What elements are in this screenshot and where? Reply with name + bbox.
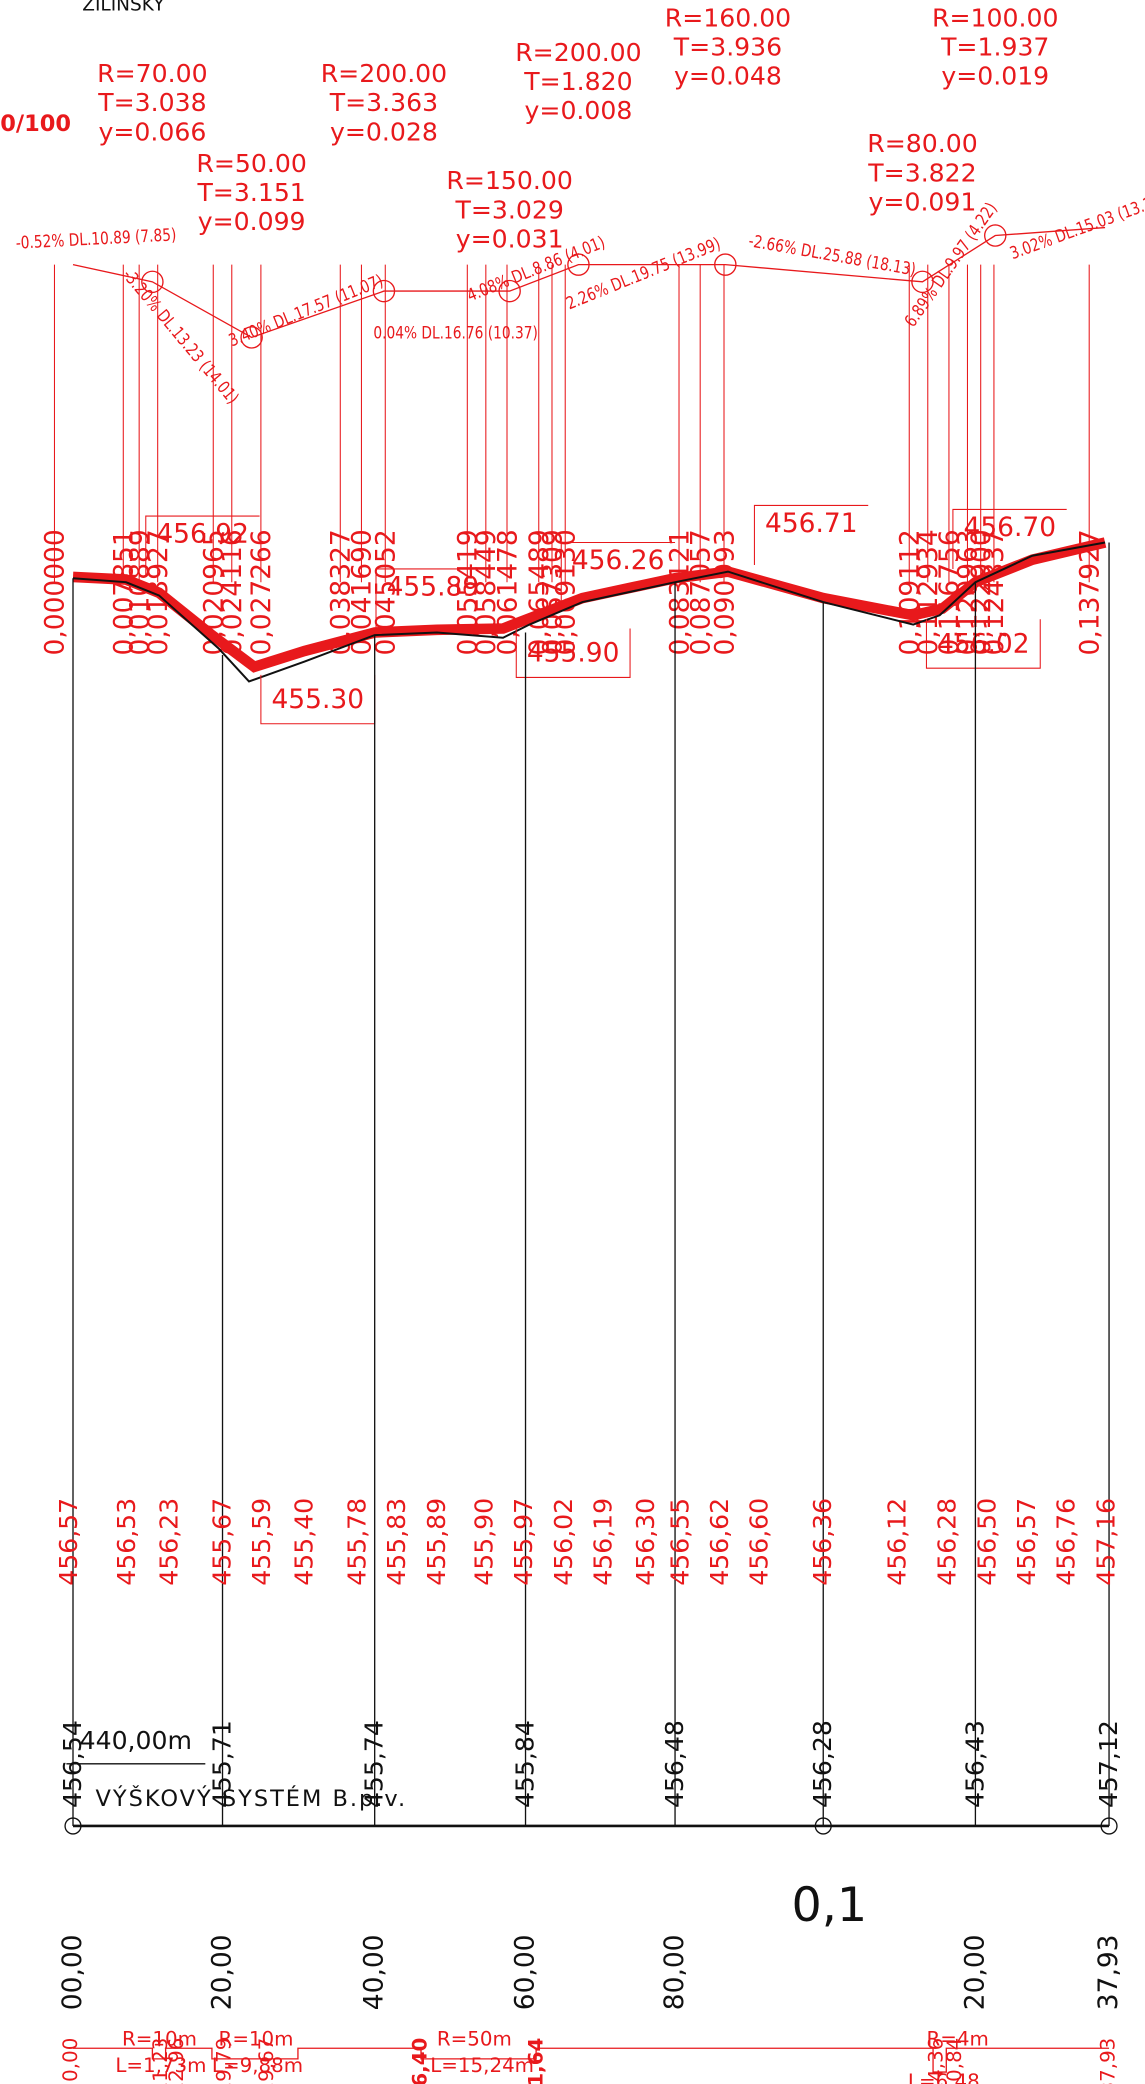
design-level: 455,83 bbox=[382, 1498, 411, 1586]
station-label: 00,00 bbox=[57, 1934, 88, 2010]
design-level: 456,50 bbox=[972, 1498, 1001, 1586]
terrain-level: 455,84 bbox=[510, 1720, 539, 1808]
station-label: 80,00 bbox=[659, 1934, 690, 2010]
design-level: 456,60 bbox=[745, 1498, 774, 1586]
design-level: 456,28 bbox=[933, 1498, 962, 1586]
design-level: 456,36 bbox=[808, 1498, 837, 1586]
grade-label: 3.02% DL.15.03 (13.10) bbox=[1007, 189, 1145, 264]
arc-station: 0,00 bbox=[59, 2038, 82, 2082]
design-level: 456,57 bbox=[54, 1498, 83, 1586]
curve-r: R=160.00 bbox=[665, 3, 791, 32]
curve-y: y=0.008 bbox=[525, 96, 633, 125]
offset-label: 0,090993 bbox=[709, 529, 740, 655]
design-level: 455,40 bbox=[289, 1498, 318, 1586]
elevation-label: 456.92 bbox=[156, 519, 249, 550]
station-label: 20,00 bbox=[959, 1934, 990, 2010]
curve-r: R=80.00 bbox=[867, 129, 977, 158]
station-label: 40,00 bbox=[359, 1934, 390, 2010]
curve-t: T=3.029 bbox=[454, 195, 563, 224]
curve-t: T=3.038 bbox=[97, 88, 206, 117]
terrain-level: 456,48 bbox=[660, 1720, 689, 1808]
station-label: 20,00 bbox=[206, 1934, 237, 2010]
arc-radius: R=50m bbox=[437, 2028, 512, 2051]
curve-y: y=0.099 bbox=[198, 207, 306, 236]
elevation-label: 455.30 bbox=[271, 684, 364, 715]
design-level: 456,62 bbox=[705, 1498, 734, 1586]
station-label: 37,93 bbox=[1093, 1934, 1124, 2010]
curve-t: T=3.363 bbox=[329, 88, 438, 117]
terrain-level: 456,43 bbox=[960, 1720, 989, 1808]
design-level: 455,90 bbox=[469, 1498, 498, 1586]
arc-station: 137,93 bbox=[1096, 2038, 1119, 2084]
terrain-level: 456,28 bbox=[808, 1720, 837, 1808]
curve-t: T=3.151 bbox=[196, 178, 305, 207]
design-level: 456,02 bbox=[549, 1498, 578, 1586]
arc-radius: R=10m bbox=[219, 2028, 294, 2051]
station-label: 60,00 bbox=[509, 1934, 540, 2010]
arc-station: 46,40 bbox=[408, 2038, 431, 2084]
curve-y: y=0.031 bbox=[456, 224, 564, 253]
curve-t: T=1.820 bbox=[523, 67, 632, 96]
elevation-label: 456.71 bbox=[765, 508, 858, 539]
arc-length: L=15,24m bbox=[430, 2054, 534, 2077]
arc-length: L=6,48 bbox=[908, 2070, 980, 2084]
elevation-label: 455.90 bbox=[527, 638, 620, 669]
design-level: 455,67 bbox=[207, 1498, 236, 1586]
design-level: 456,23 bbox=[155, 1498, 184, 1586]
curve-r: R=50.00 bbox=[196, 149, 306, 178]
elevation-label: 456.26 bbox=[572, 545, 665, 576]
km-label: 0,1 bbox=[791, 1878, 867, 1933]
design-level: 456,19 bbox=[589, 1498, 618, 1586]
arc-radius: R=10m bbox=[122, 2028, 197, 2051]
design-level: 456,30 bbox=[631, 1498, 660, 1586]
curve-t: T=1.937 bbox=[940, 33, 1049, 62]
elevation-label: 456.70 bbox=[963, 512, 1056, 543]
curve-y: y=0.091 bbox=[869, 187, 977, 216]
arc-radius: R=4m bbox=[926, 2028, 988, 2051]
offset-label: 0,027266 bbox=[246, 529, 277, 655]
design-level: 456,76 bbox=[1052, 1498, 1081, 1586]
design-level: 455,78 bbox=[342, 1498, 371, 1586]
design-level: 456,12 bbox=[882, 1498, 911, 1586]
curve-y: y=0.048 bbox=[674, 62, 782, 91]
page-body: {"header":{"title":"ZILINSKY","scale":"0… bbox=[0, 0, 1145, 2084]
elevation-label: 455.89 bbox=[387, 571, 480, 602]
grade-label: -3.20% DL.13.23 (14.01) bbox=[119, 265, 243, 408]
curve-y: y=0.019 bbox=[941, 62, 1049, 91]
design-level: 456,55 bbox=[665, 1498, 694, 1586]
design-level: 455,59 bbox=[247, 1498, 276, 1586]
curve-r: R=150.00 bbox=[446, 166, 572, 195]
offset-label: 0,000000 bbox=[40, 529, 71, 655]
arc-length: L=1,73m bbox=[115, 2054, 206, 2077]
datum-system: VÝŠKOVÝ SYSTÉM B.p.v. bbox=[95, 1784, 407, 1812]
grade-label: -0.52% DL.10.89 (7.85) bbox=[15, 225, 177, 253]
scale-label: 0/100 bbox=[0, 111, 71, 137]
header-title: ZILINSKY bbox=[82, 0, 165, 16]
page: html,body{margin:0;padding:0;background:… bbox=[0, 0, 1145, 2084]
grade-label: 0.04% DL.16.76 (10.37) bbox=[373, 323, 537, 343]
curve-r: R=200.00 bbox=[515, 38, 641, 67]
terrain-level: 457,12 bbox=[1094, 1720, 1123, 1808]
datum-length: 440,00m bbox=[80, 1726, 192, 1755]
design-level: 455,97 bbox=[509, 1498, 538, 1586]
design-level: 456,57 bbox=[1012, 1498, 1041, 1586]
elevation-label: 456.02 bbox=[937, 628, 1030, 659]
curve-r: R=70.00 bbox=[97, 59, 207, 88]
curve-r: R=200.00 bbox=[321, 59, 447, 88]
design-level: 455,89 bbox=[422, 1498, 451, 1586]
curve-y: y=0.066 bbox=[98, 117, 206, 146]
profile-drawing: ZILINSKY 0/100 R=70.00T=3.038y=0.066 R=50.0… bbox=[0, 0, 1145, 2084]
curve-r: R=100.00 bbox=[932, 3, 1058, 32]
curve-t: T=3.936 bbox=[673, 33, 782, 62]
curve-y: y=0.028 bbox=[330, 117, 438, 146]
arc-length: L=9,88m bbox=[212, 2054, 303, 2077]
curve-t: T=3.822 bbox=[867, 158, 976, 187]
design-level: 457,16 bbox=[1091, 1498, 1120, 1586]
design-level: 456,53 bbox=[112, 1498, 141, 1586]
grade-label: -2.66% DL.25.88 (18.13) bbox=[747, 231, 917, 280]
